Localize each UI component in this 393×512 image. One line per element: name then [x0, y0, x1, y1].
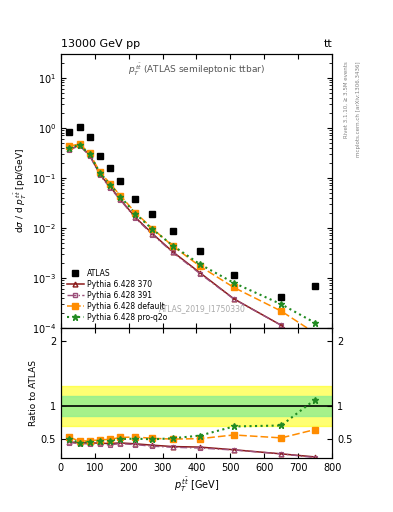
Bar [61, 396, 332, 416]
Y-axis label: d$\sigma$ / d $p_T^{\,t\bar{t}}$ [pb/GeV]: d$\sigma$ / d $p_T^{\,t\bar{t}}$ [pb/GeV… [13, 148, 29, 233]
Text: $p_T^{\,t\bar{t}}$ (ATLAS semileptonic ttbar): $p_T^{\,t\bar{t}}$ (ATLAS semileptonic t… [128, 62, 265, 78]
Text: Rivet 3.1.10, ≥ 3.5M events: Rivet 3.1.10, ≥ 3.5M events [344, 61, 349, 138]
Text: ATLAS_2019_I1750330: ATLAS_2019_I1750330 [158, 304, 245, 313]
Text: tt: tt [323, 38, 332, 49]
Legend: ATLAS, Pythia 6.428 370, Pythia 6.428 391, Pythia 6.428 default, Pythia 6.428 pr: ATLAS, Pythia 6.428 370, Pythia 6.428 39… [65, 267, 169, 324]
Text: mcplots.cern.ch [arXiv:1306.3436]: mcplots.cern.ch [arXiv:1306.3436] [356, 61, 361, 157]
X-axis label: $p_T^{\,t\bar{t}}$ [GeV]: $p_T^{\,t\bar{t}}$ [GeV] [174, 476, 219, 494]
Bar [61, 387, 332, 425]
Text: 13000 GeV pp: 13000 GeV pp [61, 38, 140, 49]
Y-axis label: Ratio to ATLAS: Ratio to ATLAS [29, 360, 38, 426]
